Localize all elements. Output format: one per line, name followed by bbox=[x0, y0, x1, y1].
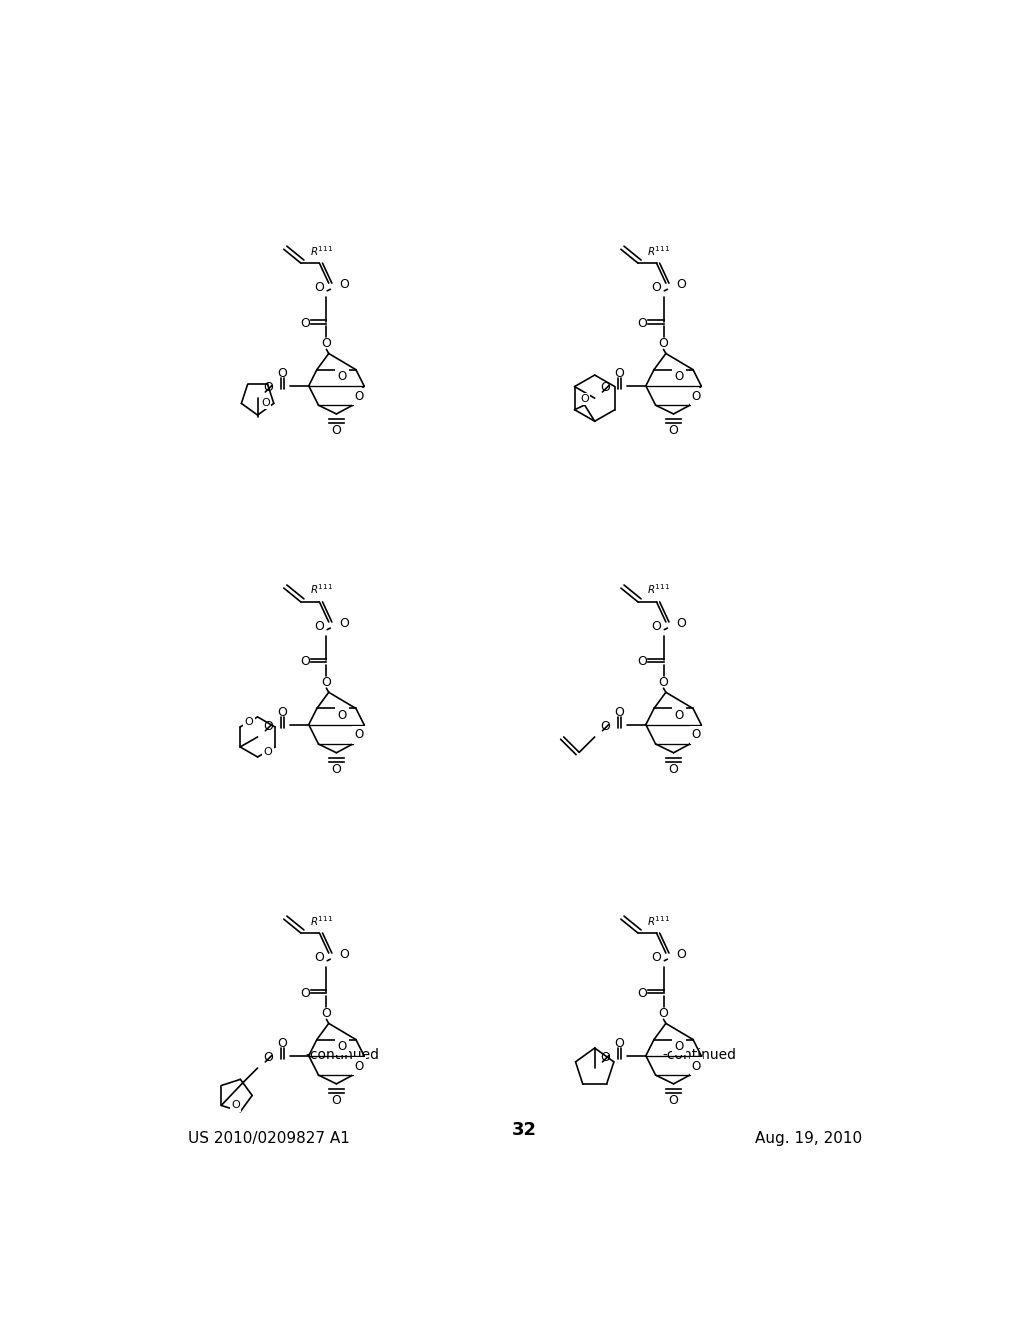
Text: O: O bbox=[261, 399, 270, 408]
Text: $R^{111}$: $R^{111}$ bbox=[647, 582, 671, 597]
Text: O: O bbox=[691, 1060, 701, 1073]
Text: O: O bbox=[658, 1007, 669, 1019]
Text: O: O bbox=[614, 1038, 625, 1049]
Text: O: O bbox=[339, 279, 349, 292]
Text: O: O bbox=[676, 616, 686, 630]
Text: O: O bbox=[676, 948, 686, 961]
Text: $R^{111}$: $R^{111}$ bbox=[310, 244, 334, 257]
Text: O: O bbox=[337, 709, 346, 722]
Text: O: O bbox=[300, 656, 309, 668]
Text: US 2010/0209827 A1: US 2010/0209827 A1 bbox=[187, 1131, 349, 1146]
Text: O: O bbox=[600, 719, 610, 733]
Text: O: O bbox=[354, 389, 364, 403]
Text: O: O bbox=[600, 381, 610, 393]
Text: O: O bbox=[691, 389, 701, 403]
Text: O: O bbox=[651, 281, 662, 294]
Text: O: O bbox=[263, 747, 272, 756]
Text: $R^{111}$: $R^{111}$ bbox=[647, 913, 671, 928]
Text: O: O bbox=[658, 676, 669, 689]
Text: O: O bbox=[337, 371, 346, 383]
Text: $R^{111}$: $R^{111}$ bbox=[310, 913, 334, 928]
Text: -continued: -continued bbox=[663, 1048, 736, 1061]
Text: O: O bbox=[263, 719, 273, 733]
Text: O: O bbox=[332, 763, 341, 776]
Text: O: O bbox=[614, 367, 625, 380]
Text: O: O bbox=[314, 620, 325, 634]
Text: O: O bbox=[675, 371, 684, 383]
Text: O: O bbox=[637, 656, 647, 668]
Text: O: O bbox=[669, 1094, 679, 1107]
Text: O: O bbox=[651, 620, 662, 634]
Text: O: O bbox=[675, 1040, 684, 1053]
Text: O: O bbox=[300, 986, 309, 999]
Text: O: O bbox=[691, 729, 701, 742]
Text: O: O bbox=[314, 952, 325, 964]
Text: O: O bbox=[322, 1007, 332, 1019]
Text: O: O bbox=[675, 709, 684, 722]
Text: $R^{111}$: $R^{111}$ bbox=[310, 582, 334, 597]
Text: O: O bbox=[278, 706, 288, 719]
Text: O: O bbox=[676, 279, 686, 292]
Text: O: O bbox=[278, 367, 288, 380]
Text: O: O bbox=[600, 1051, 610, 1064]
Text: $R^{111}$: $R^{111}$ bbox=[647, 244, 671, 257]
Text: O: O bbox=[300, 317, 309, 330]
Text: O: O bbox=[651, 952, 662, 964]
Text: O: O bbox=[354, 729, 364, 742]
Text: O: O bbox=[669, 425, 679, 437]
Text: O: O bbox=[581, 393, 589, 404]
Text: O: O bbox=[332, 1094, 341, 1107]
Text: O: O bbox=[637, 986, 647, 999]
Text: O: O bbox=[322, 337, 332, 350]
Text: O: O bbox=[278, 1038, 288, 1049]
Text: O: O bbox=[339, 616, 349, 630]
Text: O: O bbox=[354, 1060, 364, 1073]
Text: -continued: -continued bbox=[305, 1048, 379, 1061]
Text: O: O bbox=[231, 1101, 240, 1110]
Text: O: O bbox=[322, 676, 332, 689]
Text: O: O bbox=[658, 337, 669, 350]
Text: O: O bbox=[245, 717, 253, 727]
Text: O: O bbox=[614, 706, 625, 719]
Text: O: O bbox=[263, 1051, 273, 1064]
Text: O: O bbox=[314, 281, 325, 294]
Text: O: O bbox=[637, 317, 647, 330]
Text: O: O bbox=[337, 1040, 346, 1053]
Text: 32: 32 bbox=[512, 1121, 538, 1139]
Text: O: O bbox=[263, 381, 273, 393]
Text: O: O bbox=[339, 948, 349, 961]
Text: O: O bbox=[332, 425, 341, 437]
Text: O: O bbox=[669, 763, 679, 776]
Text: Aug. 19, 2010: Aug. 19, 2010 bbox=[755, 1131, 862, 1146]
